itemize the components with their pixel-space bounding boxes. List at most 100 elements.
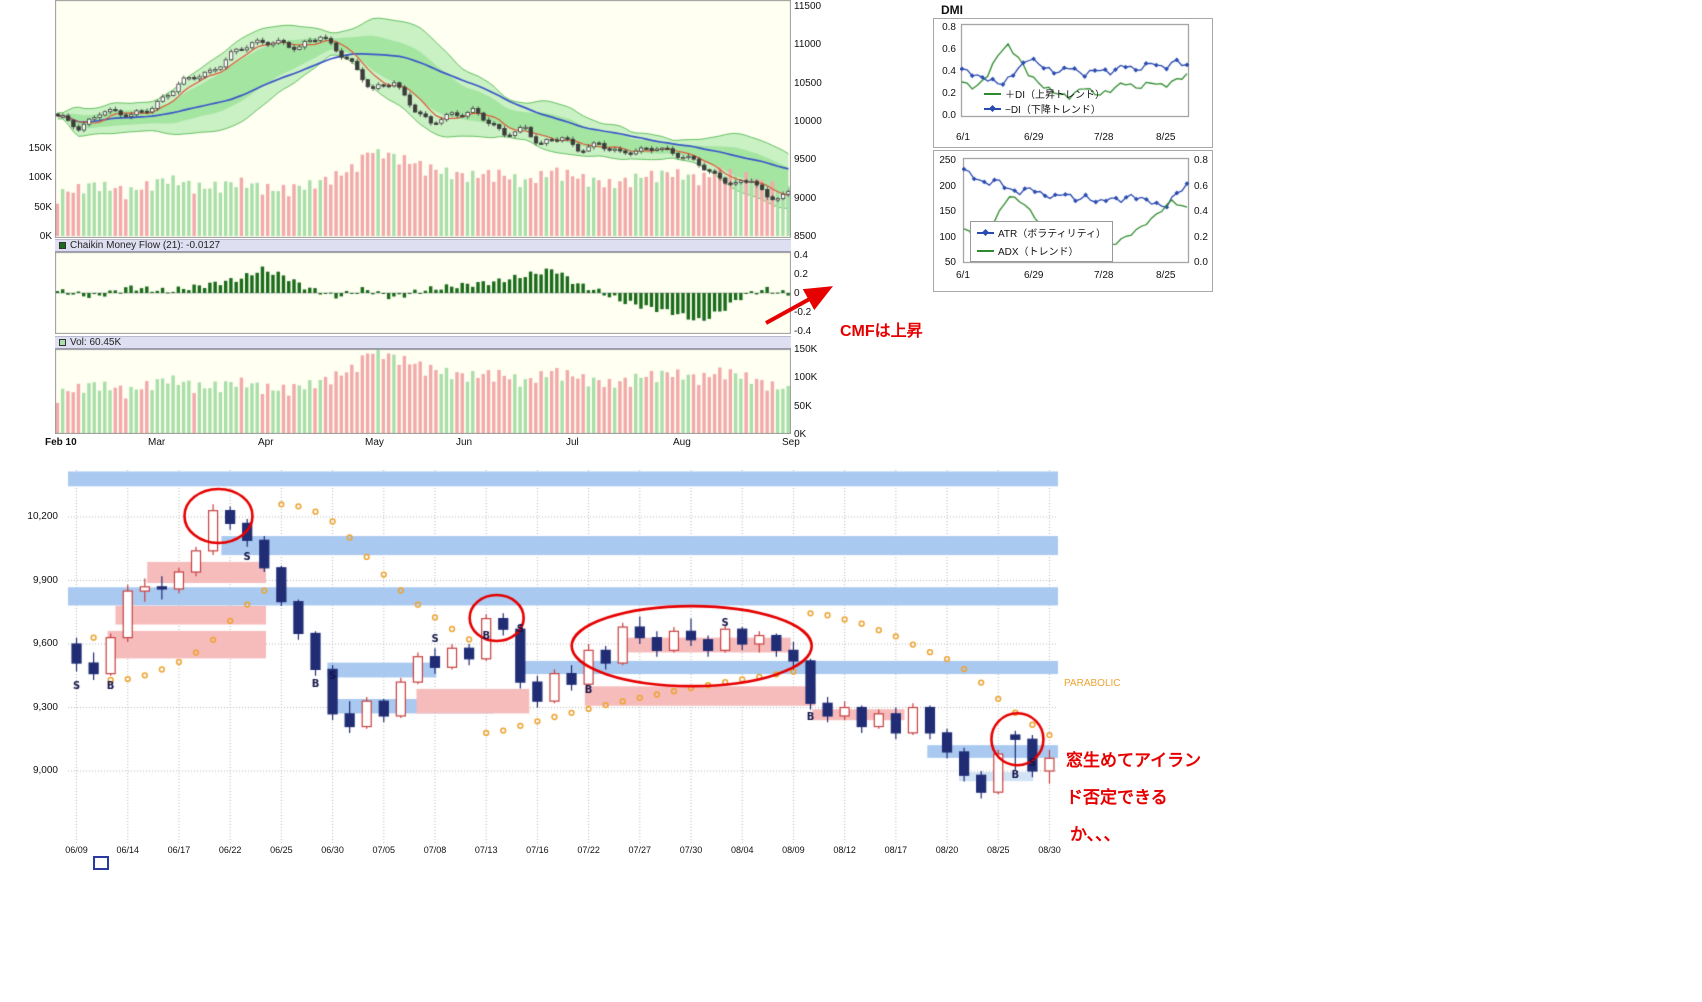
daily-date-label: 06/17 (167, 845, 191, 855)
dmi-axis-label: 0.0 (942, 110, 956, 121)
cmf-axis-label: -0.2 (794, 307, 812, 318)
legend-label: ADX（トレンド） (998, 247, 1079, 258)
daily-date-label: 07/13 (474, 845, 498, 855)
daily-date-label: 07/05 (372, 845, 396, 855)
date-axis-label: Sep (782, 437, 800, 448)
daily-price-label: 9,600 (32, 638, 58, 649)
volume-panel-axis-label: 0K (794, 429, 807, 440)
volume-panel-axis-label: 100K (794, 372, 818, 384)
cmf-axis-label: 0.2 (794, 269, 808, 280)
adx-axis-label: 0.8 (1194, 155, 1208, 166)
legend-label: ATR（ボラティリティ） (998, 229, 1107, 240)
dmi-date-label: 6/29 (1024, 132, 1044, 143)
volume-axis-label: 150K (28, 143, 52, 154)
daily-date-label: 08/17 (884, 845, 908, 855)
price-axis-label: 8500 (794, 231, 817, 242)
price-axis-label: 10500 (794, 77, 822, 89)
cmf-axis-label: -0.4 (794, 326, 812, 337)
legend-minus-di: −DI（下降トレンド） (984, 101, 1101, 116)
daily-date-label: 08/09 (782, 845, 805, 855)
legend-atr: ATR（ボラティリティ） (977, 225, 1106, 240)
daily-date-label: 06/25 (270, 845, 293, 855)
price-axis-label: 11000 (794, 39, 822, 51)
cmf-up-arrow-annotation (765, 286, 834, 325)
daily-price-label: 9,000 (32, 765, 58, 776)
cmf-header-label: Chaikin Money Flow (21): -0.0127 (70, 240, 221, 251)
daily-date-label: 08/30 (1038, 845, 1061, 855)
cmf-panel-header: Chaikin Money Flow (21): -0.0127 (55, 239, 791, 252)
dmi-chart[interactable] (960, 22, 1190, 118)
daily-date-label: 08/25 (986, 845, 1010, 855)
volume-header-label: Vol: 60.45K (70, 337, 122, 348)
adx-axis-label: 0.6 (1194, 180, 1208, 192)
atr-axis-label: 250 (939, 155, 956, 166)
dmi-axis-label: 0.8 (942, 22, 956, 33)
daily-price-label: 10,200 (27, 511, 58, 522)
daily-date-label: 07/08 (423, 845, 447, 855)
date-axis-label: Aug (673, 437, 691, 448)
diamond-marker (981, 228, 990, 236)
volume-panel-axis-label: 50K (794, 400, 812, 412)
volume-axis-label: 100K (28, 172, 52, 184)
daily-date-label: 08/12 (833, 845, 856, 855)
date-axis-label: May (365, 437, 384, 448)
legend-plus-di: ＋DI（上昇トレンド） (984, 86, 1105, 101)
minus-di-line-sample (984, 104, 1001, 112)
parabolic-label: PARABOLIC (1064, 678, 1121, 689)
daily-date-label: 06/09 (65, 845, 88, 855)
adx-axis-label: 0.0 (1194, 257, 1208, 268)
main-price-chart[interactable] (55, 0, 791, 238)
daily-date-label: 08/04 (730, 845, 754, 855)
volume-panel-axis-label: 150K (794, 344, 818, 355)
atr-line-sample (977, 228, 994, 236)
daily-candlestick-chart[interactable] (60, 466, 1070, 858)
date-axis-label: Mar (148, 437, 166, 448)
daily-date-label: 07/27 (628, 845, 652, 855)
atr-axis-label: 150 (939, 206, 956, 217)
price-axis-label: 11500 (794, 1, 822, 12)
daily-date-label: 08/20 (935, 845, 959, 855)
price-axis-label: 9000 (794, 192, 817, 204)
dmi-axis-label: 0.2 (942, 88, 956, 99)
dmi-date-label: 7/28 (1094, 132, 1114, 143)
legend-label: ＋DI（上昇トレンド） (1005, 90, 1105, 101)
adx-axis-label: 0.2 (1194, 231, 1208, 243)
price-axis-label: 10000 (794, 116, 822, 127)
daily-date-label: 06/14 (116, 845, 139, 855)
atr-date-label: 6/1 (956, 270, 970, 281)
cmf-chart[interactable] (55, 252, 791, 334)
cmf-icon (59, 242, 66, 249)
atr-date-label: 6/29 (1024, 270, 1044, 281)
daily-date-label: 07/22 (577, 845, 600, 855)
daily-date-label: 06/30 (321, 845, 344, 855)
daily-date-label: 06/22 (218, 845, 242, 855)
island-note-line2: ド否定できる (1066, 788, 1168, 807)
atr-axis-label: 50 (944, 257, 956, 268)
atr-adx-legend-box: ATR（ボラティリティ） ADX（トレンド） (970, 221, 1114, 262)
island-note-line3: か、、、 (1070, 825, 1121, 844)
price-axis-label: 9500 (794, 154, 817, 166)
adx-line-sample (977, 249, 994, 252)
date-axis-label: Jul (566, 437, 579, 448)
cutoff-candle-box (93, 856, 109, 870)
atr-date-label: 8/25 (1156, 270, 1176, 281)
cmf-note: CMFは上昇 (840, 323, 923, 340)
daily-price-label: 9,900 (32, 574, 58, 586)
dmi-date-label: 8/25 (1156, 132, 1176, 143)
legend-adx: ADX（トレンド） (977, 243, 1106, 258)
dmi-axis-label: 0.4 (942, 66, 956, 77)
plus-di-line-sample (984, 92, 1001, 95)
adx-axis-label: 0.4 (1194, 206, 1208, 217)
legend-label: −DI（下降トレンド） (1005, 105, 1101, 116)
daily-date-label: 07/30 (679, 845, 703, 855)
date-axis-label: Jun (456, 437, 473, 448)
atr-axis-label: 200 (939, 180, 956, 192)
volume-axis-label: 0K (39, 231, 52, 242)
diamond-marker (988, 104, 997, 112)
volume-chart[interactable] (55, 349, 791, 434)
volume-icon (59, 339, 66, 346)
atr-axis-label: 100 (939, 231, 956, 243)
volume-panel-header: Vol: 60.45K (55, 336, 791, 349)
daily-price-label: 9,300 (32, 701, 58, 713)
